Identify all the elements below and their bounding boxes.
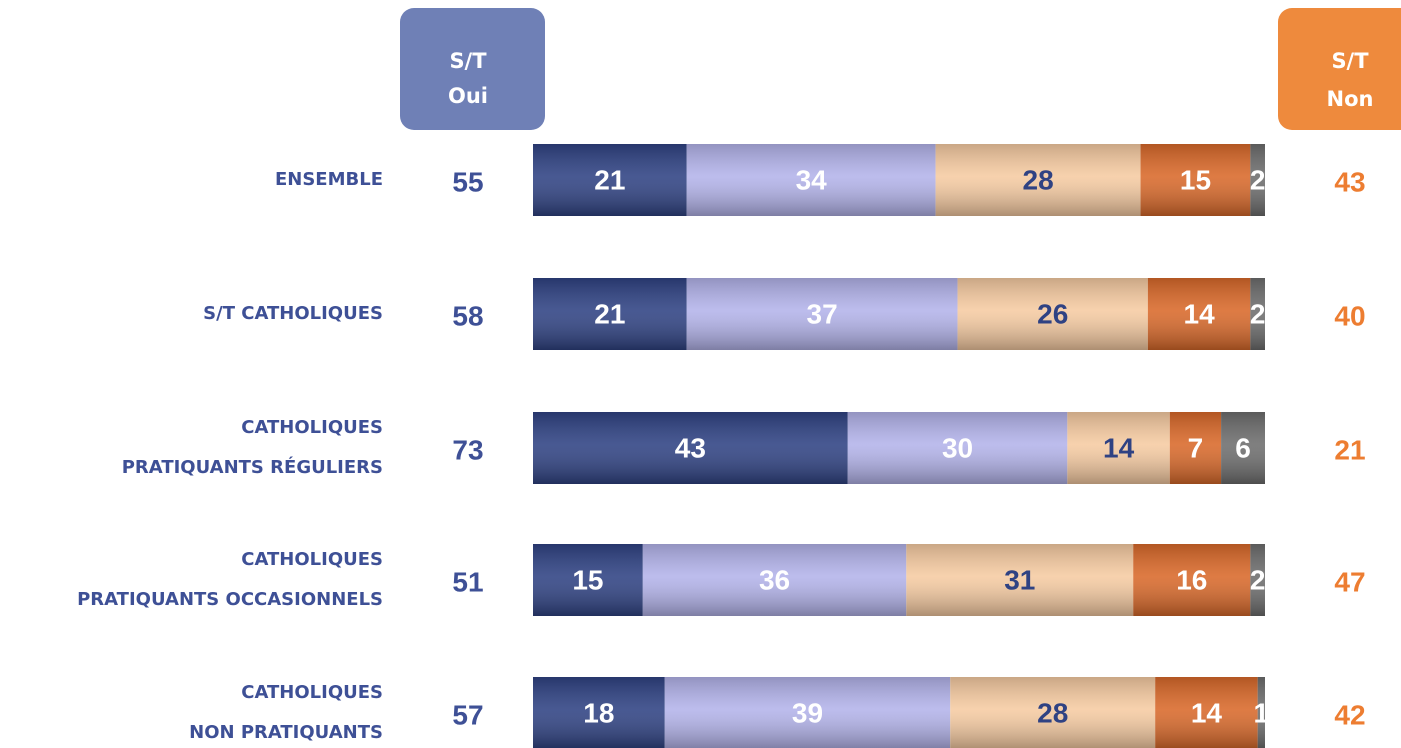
category-label: PRATIQUANTS OCCASIONNELS — [77, 589, 383, 610]
category-label: CATHOLIQUES — [241, 549, 383, 570]
bar-shade — [950, 677, 1156, 748]
category-label: CATHOLIQUES — [241, 417, 383, 438]
total-value: 51 — [452, 566, 483, 597]
data-label: 15 — [572, 564, 603, 595]
category-label: CATHOLIQUES — [241, 682, 383, 703]
category-label: S/T CATHOLIQUES — [203, 303, 383, 324]
bar-shade — [1250, 544, 1265, 616]
data-label: 16 — [1176, 564, 1207, 595]
total-value: 57 — [452, 699, 483, 730]
category-label: ENSEMBLE — [275, 169, 383, 190]
data-label: 14 — [1191, 697, 1223, 728]
bar-shade — [957, 278, 1148, 350]
data-label: 18 — [583, 697, 614, 728]
data-label: 30 — [942, 432, 973, 463]
bar-shade — [1133, 544, 1251, 616]
bar-shade — [1067, 412, 1170, 484]
data-label: 21 — [594, 164, 625, 195]
total-value: 40 — [1334, 300, 1365, 331]
data-label: 39 — [792, 697, 823, 728]
header-box — [400, 8, 545, 130]
data-label: 28 — [1023, 164, 1054, 195]
bar-shade — [1169, 412, 1222, 484]
bar-shade — [642, 544, 907, 616]
data-label: 37 — [807, 298, 838, 329]
data-label: 21 — [594, 298, 625, 329]
data-label: 34 — [796, 164, 828, 195]
bar-shade — [533, 144, 687, 216]
data-label: 6 — [1235, 432, 1251, 463]
data-label: 1 — [1254, 697, 1270, 728]
bar-shade — [1250, 278, 1265, 350]
data-label: 2 — [1250, 164, 1266, 195]
data-label: 36 — [759, 564, 790, 595]
data-label: 7 — [1188, 432, 1204, 463]
data-label: 2 — [1250, 298, 1266, 329]
bar-shade — [906, 544, 1134, 616]
bar-shade — [1147, 278, 1251, 350]
header-box — [1278, 8, 1401, 130]
total-value: 21 — [1334, 434, 1365, 465]
bar-shade — [847, 412, 1068, 484]
data-label: 14 — [1184, 298, 1216, 329]
category-label: PRATIQUANTS RÉGULIERS — [122, 456, 383, 478]
data-label: 31 — [1004, 564, 1035, 595]
data-label: 15 — [1180, 164, 1211, 195]
total-value: 58 — [452, 300, 483, 331]
bar-shade — [1221, 412, 1265, 484]
data-label: 14 — [1103, 432, 1135, 463]
data-label: 28 — [1037, 697, 1068, 728]
data-label: 43 — [675, 432, 706, 463]
bar-shade — [1250, 144, 1265, 216]
total-value: 43 — [1334, 166, 1365, 197]
bar-shade — [533, 544, 643, 616]
bar-shade — [935, 144, 1141, 216]
bar-shade — [686, 144, 936, 216]
data-label: 2 — [1250, 564, 1266, 595]
total-value: 42 — [1334, 699, 1365, 730]
bar-shade — [1155, 677, 1258, 748]
total-value: 47 — [1334, 566, 1365, 597]
bar-shade — [686, 278, 958, 350]
bar-shade — [664, 677, 951, 748]
header: Oui — [448, 84, 488, 108]
bar-shade — [533, 677, 665, 748]
header: S/T — [1331, 49, 1369, 73]
bar-shade — [533, 278, 687, 350]
bar-shade — [533, 412, 848, 484]
bar-shade — [1140, 144, 1251, 216]
header: Non — [1327, 87, 1374, 111]
total-value: 55 — [452, 166, 483, 197]
bar-shade — [1257, 677, 1265, 748]
category-label: NON PRATIQUANTS — [189, 722, 383, 743]
data-label: 26 — [1037, 298, 1068, 329]
header: S/T — [449, 49, 487, 73]
total-value: 73 — [452, 434, 483, 465]
